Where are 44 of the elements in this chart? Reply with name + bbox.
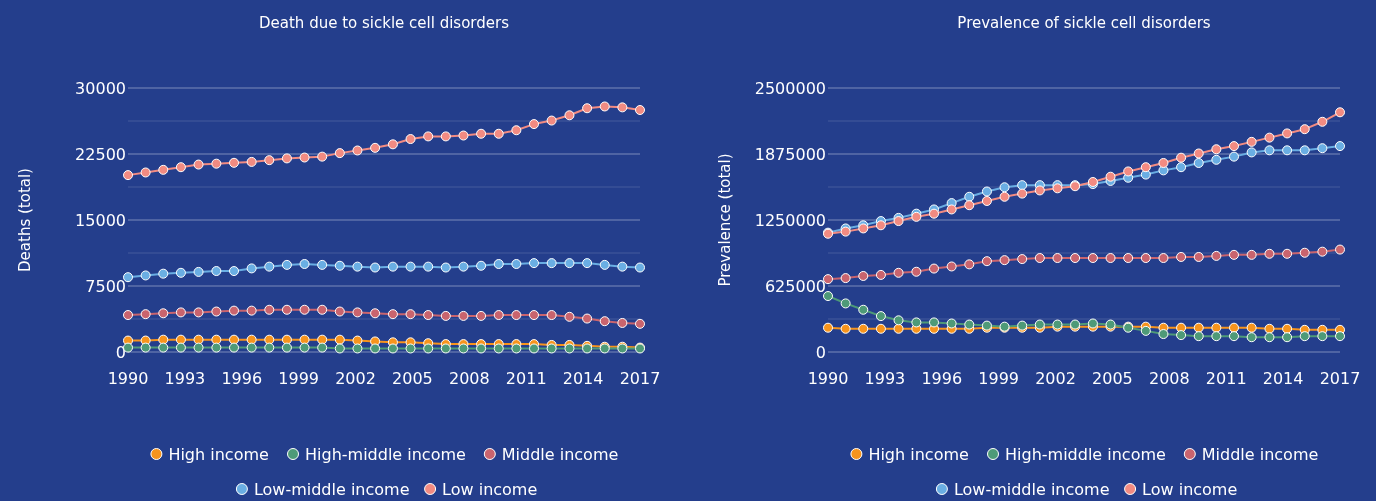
x-tick-label: 2017 [619,369,661,388]
y-tick-label: 1250000 [754,210,826,230]
legend-label: Middle income [501,444,619,464]
x-tick-label: 1999 [978,369,1020,388]
x-tick-label: 1996 [221,369,263,388]
x-tick-label: 2014 [1262,369,1304,388]
legend-label: Low-middle income [953,479,1110,499]
y-axis-title: Deaths (total) [16,168,34,272]
x-tick-label: 1993 [164,369,206,388]
legend-label: High income [868,444,969,464]
y-axis-title: Prevalence (total) [716,153,734,287]
x-tick-label: 2011 [505,369,547,388]
legend-label: Low-middle income [253,479,410,499]
y-tick-label: 0 [115,342,126,362]
y-tick-label: 625000 [764,276,826,296]
y-tick-label: 30000 [75,78,126,98]
legend-label: Low income [442,479,538,499]
x-tick-label: 2011 [1205,369,1247,388]
legend-label: Low income [1142,479,1238,499]
x-tick-label: 2014 [562,369,604,388]
legend-label: High-middle income [305,444,466,464]
x-tick-label: 2002 [1035,369,1076,388]
legend-label: High income [168,444,269,464]
legend-label: Middle income [1201,444,1319,464]
x-tick-label: 2017 [1319,369,1361,388]
x-tick-label: 1990 [807,369,849,388]
legend-label: High-middle income [1005,444,1166,464]
chart-title: Prevalence of sickle cell disorders [957,14,1211,32]
x-tick-label: 2008 [1148,369,1190,388]
x-tick-label: 2005 [392,369,433,388]
x-tick-label: 1999 [278,369,320,388]
y-tick-label: 1875000 [754,144,826,164]
x-tick-label: 2008 [448,369,490,388]
y-tick-label: 0 [815,342,826,362]
y-tick-label: 2500000 [754,78,826,98]
y-tick-label: 15000 [75,210,126,230]
chart-title: Death due to sickle cell disorders [259,14,510,32]
x-tick-label: 1990 [107,369,149,388]
x-tick-label: 1996 [921,369,963,388]
y-tick-label: 7500 [85,276,126,296]
x-tick-label: 2005 [1092,369,1133,388]
x-tick-label: 2002 [335,369,376,388]
y-tick-label: 22500 [75,144,126,164]
x-tick-label: 1993 [864,369,906,388]
